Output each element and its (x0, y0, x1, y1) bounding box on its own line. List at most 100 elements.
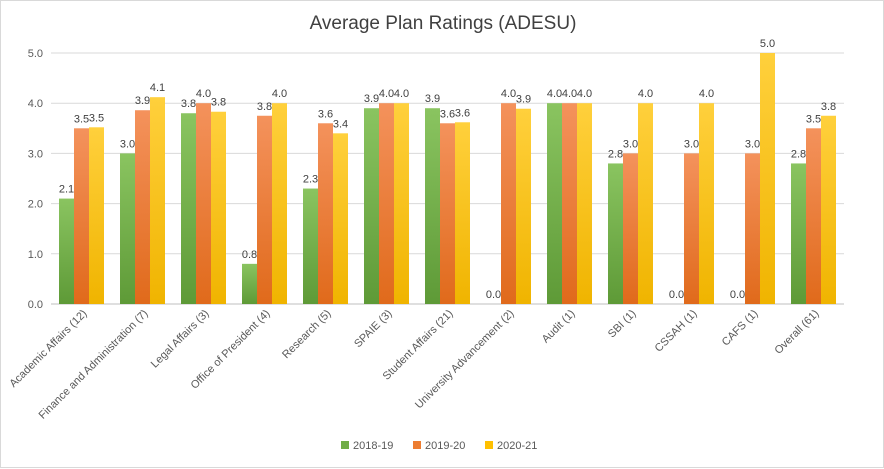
bar-2018-19 (608, 163, 623, 304)
y-tick-label: 3.0 (28, 148, 43, 160)
legend-swatch (485, 441, 493, 449)
data-label: 2.1 (59, 184, 74, 196)
bar-2019-20 (806, 128, 821, 304)
bar-2020-21 (516, 108, 531, 304)
y-tick-label: 1.0 (28, 249, 43, 261)
bar-2020-21 (699, 103, 714, 304)
bar-2019-20 (440, 123, 455, 304)
data-label: 3.9 (364, 93, 379, 105)
bar-2020-21 (394, 103, 409, 304)
bar-2019-20 (501, 103, 516, 304)
bar-2019-20 (318, 123, 333, 304)
data-label: 3.0 (745, 138, 760, 150)
x-tick-label: University Advancement (2) (413, 308, 517, 412)
data-label: 4.0 (394, 88, 409, 100)
data-label: 3.9 (516, 94, 531, 106)
bar-2018-19 (425, 108, 440, 304)
data-label: 3.0 (684, 138, 699, 150)
data-label: 4.0 (547, 88, 562, 100)
data-label: 3.9 (425, 93, 440, 105)
y-tick-label: 4.0 (28, 98, 43, 110)
data-label: 4.0 (196, 88, 211, 100)
bar-2019-20 (684, 153, 699, 304)
bar-2019-20 (623, 153, 638, 304)
bar-2019-20 (745, 153, 760, 304)
data-label: 3.4 (333, 118, 348, 130)
x-tick-label: Audit (1) (540, 308, 578, 346)
bar-2018-19 (59, 198, 74, 304)
bar-2020-21 (638, 103, 653, 304)
data-label: 4.0 (272, 88, 287, 100)
data-label: 4.0 (699, 88, 714, 100)
y-tick-label: 0.0 (28, 299, 43, 311)
data-label: 3.5 (89, 112, 104, 124)
data-label: 4.0 (501, 88, 516, 100)
data-label: 4.0 (577, 88, 592, 100)
data-label: 3.6 (455, 107, 470, 119)
chart-title: Average Plan Ratings (ADESU) (309, 13, 577, 34)
bar-2019-20 (135, 110, 150, 304)
bar-2020-21 (211, 111, 226, 304)
data-label: 4.1 (150, 82, 165, 94)
x-tick-label: Legal Affairs (3) (149, 308, 212, 371)
bar-2018-19 (364, 108, 379, 304)
data-label: 2.8 (608, 148, 623, 160)
bar-2018-19 (547, 103, 562, 304)
bar-2020-21 (821, 115, 836, 304)
data-label: 3.8 (211, 97, 226, 109)
data-label: 3.0 (623, 138, 638, 150)
bar-2019-20 (562, 103, 577, 304)
bar-2018-19 (242, 263, 257, 304)
bar-2020-21 (455, 122, 470, 304)
data-label: 4.0 (379, 88, 394, 100)
data-label: 3.6 (318, 108, 333, 120)
x-tick-label: Research (5) (280, 308, 333, 361)
bar-2019-20 (257, 115, 272, 304)
y-tick-label: 2.0 (28, 199, 43, 211)
bar-2020-21 (577, 103, 592, 304)
y-tick-label: 5.0 (28, 48, 43, 60)
bar-2019-20 (379, 103, 394, 304)
data-label: 0.8 (242, 249, 257, 261)
data-label: 0.0 (669, 289, 684, 301)
data-label: 3.8 (181, 98, 196, 110)
data-label: 3.6 (440, 108, 455, 120)
x-tick-label: SBI (1) (606, 308, 639, 341)
data-label: 3.5 (806, 113, 821, 125)
data-label: 2.3 (303, 174, 318, 186)
legend-swatch (341, 441, 349, 449)
data-label: 5.0 (760, 38, 775, 50)
x-tick-label: CSSAH (1) (653, 308, 700, 355)
data-label: 0.0 (730, 289, 745, 301)
data-label: 3.0 (120, 138, 135, 150)
data-label: 0.0 (486, 289, 501, 301)
x-tick-label: SPAIE (3) (352, 308, 394, 350)
bar-2020-21 (150, 97, 165, 305)
legend-label: 2018-19 (353, 440, 393, 452)
bar-2020-21 (89, 127, 104, 305)
bar-2020-21 (760, 53, 775, 304)
data-label: 4.0 (638, 88, 653, 100)
legend-label: 2020-21 (497, 440, 537, 452)
data-label: 3.5 (74, 113, 89, 125)
bar-2020-21 (333, 133, 348, 304)
data-label: 3.9 (135, 95, 150, 107)
data-label: 2.8 (791, 148, 806, 160)
bar-2020-21 (272, 103, 287, 304)
data-label: 3.8 (257, 101, 272, 113)
bar-2018-19 (181, 113, 196, 305)
x-tick-label: Finance and Administration (7) (37, 308, 151, 422)
bar-2018-19 (303, 188, 318, 304)
legend-swatch (413, 441, 421, 449)
bar-2019-20 (196, 103, 211, 304)
legend-label: 2019-20 (425, 440, 465, 452)
bar-2019-20 (74, 128, 89, 304)
data-label: 4.0 (562, 88, 577, 100)
bar-2018-19 (120, 153, 135, 304)
data-label: 3.8 (821, 101, 836, 113)
bar-2018-19 (791, 163, 806, 304)
x-tick-label: CAFS (1) (720, 308, 761, 349)
x-tick-label: Overall (61) (772, 308, 821, 357)
